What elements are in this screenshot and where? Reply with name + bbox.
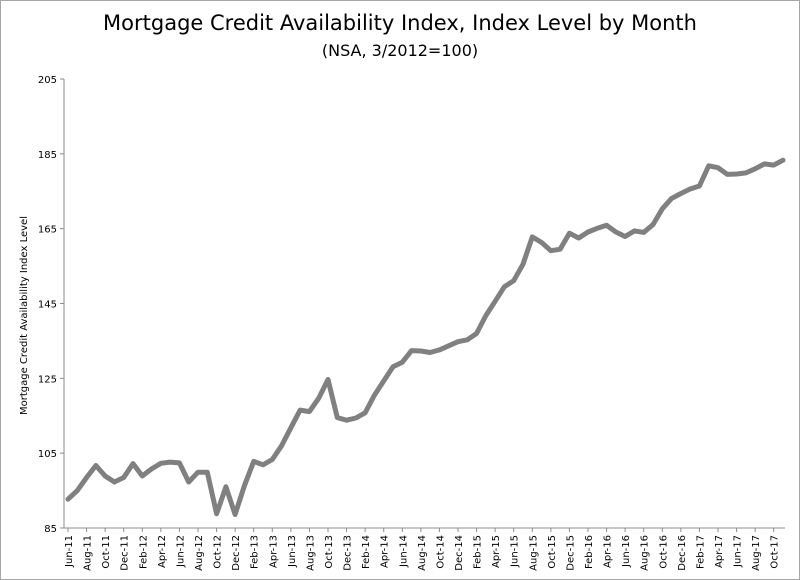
x-tick-label: Feb-17 bbox=[695, 535, 706, 569]
x-tick-label: Dec-15 bbox=[565, 535, 576, 571]
x-tick-label: Apr-14 bbox=[380, 535, 391, 568]
y-tick-label: 85 bbox=[44, 524, 57, 535]
x-tick-label: Oct-13 bbox=[324, 535, 335, 569]
x-tick-label: Jun-12 bbox=[175, 535, 186, 568]
chart-subtitle: (NSA, 3/2012=100) bbox=[321, 41, 479, 60]
x-tick-label: Oct-17 bbox=[770, 535, 781, 569]
y-tick-label: 105 bbox=[38, 449, 57, 460]
series-line bbox=[65, 157, 786, 517]
x-tick-label: Feb-16 bbox=[584, 535, 595, 569]
x-tick-label: Oct-16 bbox=[658, 535, 669, 569]
y-axis-title: Mortgage Credit Availability Index Level bbox=[19, 216, 30, 415]
x-tick-label: Dec-12 bbox=[231, 535, 242, 571]
x-tick-label: Oct-12 bbox=[213, 535, 224, 569]
x-tick-label: Jun-13 bbox=[287, 535, 298, 568]
x-tick-label: Apr-13 bbox=[268, 535, 279, 568]
x-tick-label: Dec-11 bbox=[120, 535, 131, 571]
y-tick-label: 185 bbox=[38, 150, 57, 161]
x-tick-label: Aug-14 bbox=[417, 535, 428, 571]
x-tick-label: Aug-11 bbox=[83, 535, 94, 571]
x-tick-label: Dec-13 bbox=[343, 535, 354, 571]
x-tick-label: Dec-16 bbox=[677, 535, 688, 571]
y-axis-ticks: 85 105 125 145 165 185 205 bbox=[38, 75, 64, 535]
x-tick-label: Dec-14 bbox=[454, 535, 465, 571]
x-tick-label: Oct-15 bbox=[547, 535, 558, 569]
x-tick-label: Apr-12 bbox=[157, 535, 168, 568]
x-tick-label: Aug-13 bbox=[305, 535, 316, 571]
series-layer bbox=[65, 157, 786, 517]
x-tick-label: Feb-14 bbox=[361, 535, 372, 569]
y-tick-label: 145 bbox=[38, 300, 57, 311]
x-tick-label: Jun-11 bbox=[64, 535, 75, 568]
x-tick-label: Aug-17 bbox=[751, 535, 762, 571]
x-tick-label: Jun-17 bbox=[733, 535, 744, 568]
x-axis-ticks: Jun-11 Aug-11 Oct-11 Dec-11 Feb-12 Apr-12 Jun-… bbox=[64, 528, 781, 571]
x-tick-label: Apr-16 bbox=[603, 535, 614, 568]
x-tick-label: Oct-14 bbox=[435, 535, 446, 569]
x-tick-label: Aug-12 bbox=[194, 535, 205, 571]
x-tick-label: Jun-15 bbox=[510, 535, 521, 568]
x-tick-label: Feb-12 bbox=[138, 535, 149, 569]
x-tick-label: Jun-16 bbox=[621, 535, 632, 568]
y-tick-label: 125 bbox=[38, 374, 57, 385]
y-tick-label: 205 bbox=[38, 75, 57, 86]
x-tick-label: Feb-13 bbox=[250, 535, 261, 569]
y-tick-label: 165 bbox=[38, 225, 57, 236]
x-tick-label: Apr-17 bbox=[714, 535, 725, 568]
x-tick-label: Oct-11 bbox=[101, 535, 112, 569]
chart-title: Mortgage Credit Availability Index, Inde… bbox=[103, 11, 697, 35]
x-tick-label: Apr-15 bbox=[491, 535, 502, 568]
x-tick-label: Aug-16 bbox=[640, 535, 651, 571]
x-tick-label: Feb-15 bbox=[473, 535, 484, 569]
x-tick-label: Jun-14 bbox=[398, 535, 409, 568]
x-tick-label: Aug-15 bbox=[528, 535, 539, 571]
